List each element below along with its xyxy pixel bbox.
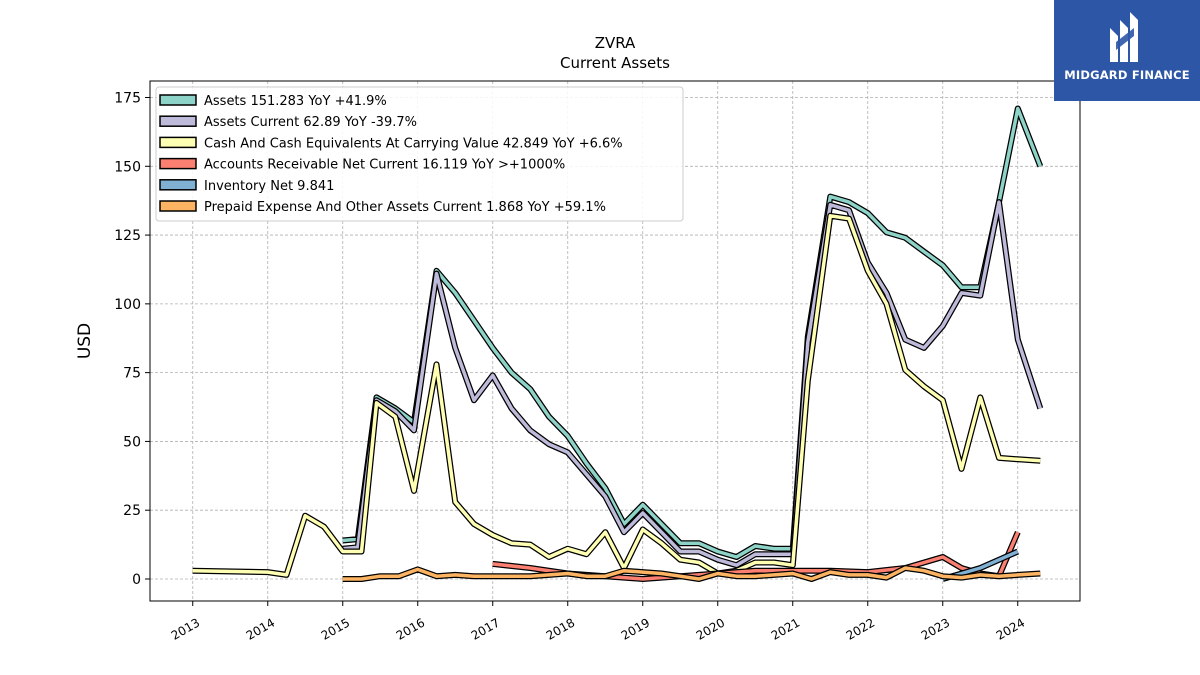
legend-swatch [159,200,197,212]
legend-swatch [159,136,197,149]
legend-swatch [159,94,197,106]
chart-subtitle: Current Assets [560,54,670,72]
x-tick-label: 2013 [169,615,202,642]
legend-swatch [159,157,197,170]
series-line-1 [342,105,1044,560]
legend-item-1: Assets 151.283 YoY +41.9% [159,94,387,109]
y-tick-label: 0 [132,572,141,588]
series-stroke [192,214,1041,577]
x-tick-label: 2021 [769,615,802,642]
x-tick-label: 2017 [469,615,502,642]
series-line-6 [342,565,1041,582]
x-tick-label: 2016 [394,615,427,642]
x-tick-label: 2014 [244,615,277,642]
series-line-2 [342,199,1044,569]
x-tick-label: 2018 [544,615,577,642]
x-tick-label: 2015 [319,615,352,642]
y-tick-label: 150 [114,159,141,175]
series-group [192,105,1044,582]
plot-frame [149,80,1081,602]
brand-name: MIDGARD FINANCE [1064,68,1190,82]
y-tick-label: 50 [123,434,141,450]
series-stroke [342,106,1042,559]
y-tick-label: 100 [114,297,141,313]
legend-label: Assets 151.283 YoY +41.9% [204,94,387,109]
legend-item-3: Cash And Cash Equivalents At Carrying Va… [159,136,623,151]
legend-box [155,86,684,222]
legend-label: Cash And Cash Equivalents At Carrying Va… [204,136,623,151]
legend-item-5: Inventory Net 9.841 [159,179,334,194]
legend-label: Prepaid Expense And Other Assets Current… [204,200,606,215]
legend-swatch [159,115,197,127]
y-tick-label: 75 [123,366,141,382]
y-tick-label: 125 [114,228,141,244]
legend-label: Inventory Net 9.841 [204,179,334,194]
legend: Assets 151.283 YoY +41.9% Assets Current … [155,86,684,222]
y-tick-label: 25 [123,503,141,519]
x-tick-label: 2022 [844,615,877,642]
legend-label: Assets Current 62.89 YoY -39.7% [204,115,417,130]
legend-swatch [159,179,197,191]
x-tick-label: 2024 [994,615,1027,642]
x-tick-label: 2019 [619,615,652,642]
legend-item-4: Accounts Receivable Net Current 16.119 Y… [159,157,565,173]
brand-logo-icon [1110,12,1138,62]
series-stroke [342,566,1041,581]
series-stroke [342,200,1042,567]
y-tick-label: 175 [114,91,141,107]
y-axis-label: USD [75,323,95,359]
legend-item-6: Prepaid Expense And Other Assets Current… [159,200,606,215]
chart-title: ZVRA [595,34,636,52]
x-tick-label: 2023 [919,615,952,642]
brand-logo: MIDGARD FINANCE [1054,0,1200,101]
legend-item-2: Assets Current 62.89 YoY -39.7% [159,115,417,130]
legend-label: Accounts Receivable Net Current 16.119 Y… [204,158,565,173]
x-tick-label: 2020 [694,615,727,642]
series-line-3 [192,212,1041,578]
